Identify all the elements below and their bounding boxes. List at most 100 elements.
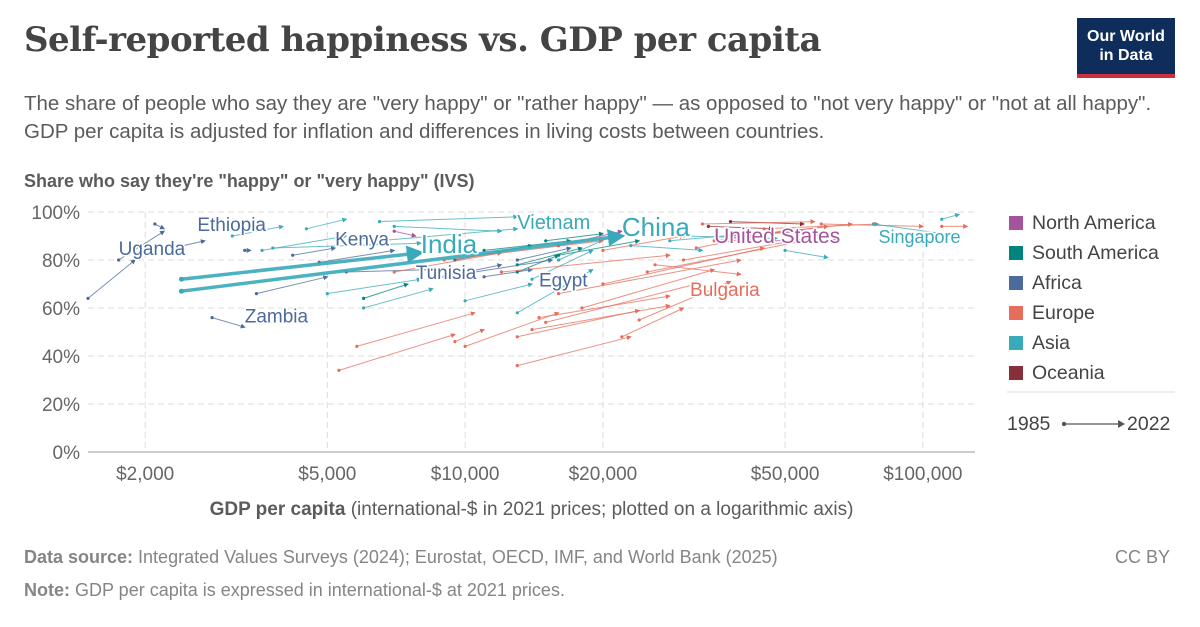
legend-swatch[interactable] [1009, 216, 1023, 230]
country-arrow[interactable] [558, 258, 742, 295]
legend-label[interactable]: South America [1032, 242, 1159, 264]
x-tick-label: $10,000 [431, 464, 500, 485]
country-arrow[interactable] [256, 275, 329, 295]
country-arrow[interactable] [784, 249, 829, 260]
country-label[interactable]: India [419, 227, 479, 260]
country-arrow[interactable] [517, 246, 583, 266]
country-arrow[interactable] [638, 280, 732, 321]
country-arrow[interactable] [655, 264, 742, 277]
country-arrow[interactable] [683, 235, 778, 241]
legend-label[interactable]: Europe [1032, 302, 1095, 324]
legend-label[interactable]: Asia [1032, 332, 1070, 354]
country-arrow[interactable] [621, 307, 685, 338]
country-arrow[interactable] [538, 294, 671, 319]
country-arrow[interactable] [346, 267, 434, 273]
country-arrow[interactable] [464, 311, 560, 347]
legend-label[interactable]: Africa [1032, 272, 1082, 294]
legend-label[interactable]: Oceania [1032, 362, 1105, 384]
time-legend-start: 1985 [1007, 413, 1051, 435]
country-arrow[interactable] [379, 214, 519, 223]
country-arrow[interactable] [394, 251, 503, 273]
country-label[interactable]: Vietnam [516, 210, 592, 235]
legend-swatch[interactable] [1009, 276, 1023, 290]
owid-logo[interactable]: Our World in Data [1077, 18, 1175, 78]
country-arrow[interactable] [232, 224, 284, 237]
country-arrow[interactable] [531, 303, 671, 331]
y-tick-label: 40% [42, 347, 80, 368]
data-source-text[interactable]: Integrated Values Surveys (2024); Eurost… [133, 547, 778, 567]
country-arrow[interactable] [558, 239, 641, 256]
highlighted-country-arrow[interactable] [181, 245, 425, 281]
country-arrow[interactable] [474, 258, 554, 273]
country-label[interactable]: Kenya [334, 228, 391, 252]
country-arrow[interactable] [444, 238, 604, 261]
country-arrow[interactable] [379, 226, 519, 242]
country-label[interactable]: Tunisia [414, 262, 478, 286]
country-arrow[interactable] [669, 231, 752, 242]
country-arrow[interactable] [362, 234, 371, 240]
country-label[interactable]: Zambia [243, 305, 310, 329]
country-arrow[interactable] [118, 230, 165, 261]
country-arrow[interactable] [484, 238, 572, 251]
country-arrow[interactable] [941, 213, 961, 220]
country-arrow[interactable] [338, 333, 456, 371]
country-arrow[interactable] [702, 219, 816, 225]
country-label[interactable]: China [620, 211, 691, 244]
country-arrow[interactable] [172, 239, 206, 249]
country-arrow[interactable] [873, 223, 961, 238]
x-axis-label-rest: (international-$ in 2021 prices; plotted… [345, 499, 853, 520]
country-arrow[interactable] [683, 234, 823, 261]
country-label[interactable]: Bulgaria [689, 279, 762, 303]
country-label[interactable]: Ethiopia [196, 214, 268, 238]
country-arrow[interactable] [363, 287, 434, 309]
y-tick-label: 20% [42, 395, 80, 416]
note-label: Note: [24, 580, 70, 600]
legend-swatch[interactable] [1009, 306, 1023, 320]
country-arrow[interactable] [517, 246, 572, 261]
x-tick-label: $5,000 [298, 464, 356, 485]
country-arrow[interactable] [483, 267, 533, 278]
country-arrow[interactable] [356, 311, 476, 347]
country-label[interactable]: Egypt [537, 269, 589, 293]
country-arrow[interactable] [319, 248, 396, 263]
country-arrow[interactable] [363, 282, 409, 299]
country-arrow[interactable] [394, 225, 503, 234]
legend-swatch[interactable] [1009, 366, 1023, 380]
country-arrow[interactable] [821, 223, 924, 229]
legend-swatch[interactable] [1009, 246, 1023, 260]
country-arrow[interactable] [394, 230, 417, 238]
country-arrow[interactable] [602, 234, 685, 251]
country-arrow[interactable] [154, 223, 166, 230]
legend-label[interactable]: North America [1032, 212, 1156, 234]
country-arrow[interactable] [581, 268, 716, 309]
country-arrow[interactable] [454, 328, 485, 343]
license[interactable]: CC BY [1114, 547, 1170, 567]
country-arrow[interactable] [501, 253, 671, 273]
legend-swatch[interactable] [1009, 336, 1023, 350]
country-arrow[interactable] [517, 269, 594, 314]
country-arrow[interactable] [211, 317, 246, 329]
country-arrow[interactable] [545, 282, 698, 323]
x-tick-label: $50,000 [751, 464, 820, 485]
country-arrow[interactable] [531, 249, 594, 280]
country-label[interactable]: Singapore [877, 226, 962, 249]
country-arrow[interactable] [444, 263, 503, 278]
country-label[interactable]: Uganda [117, 238, 187, 262]
country-arrow[interactable] [545, 231, 604, 242]
highlighted-country-arrow[interactable] [181, 229, 626, 293]
logo-line-1: Our World [1087, 28, 1165, 45]
country-arrow[interactable] [517, 335, 632, 367]
country-arrow[interactable] [306, 217, 348, 230]
country-arrow[interactable] [87, 259, 136, 299]
country-arrow[interactable] [696, 227, 794, 249]
country-arrow[interactable] [708, 225, 774, 232]
country-arrow[interactable] [292, 246, 337, 256]
country-arrow[interactable] [327, 277, 422, 295]
country-arrow[interactable] [272, 240, 422, 249]
country-arrow[interactable] [465, 282, 533, 302]
y-axis-label: Share who say they're "happy" or "very h… [24, 171, 475, 191]
country-arrow[interactable] [517, 254, 560, 273]
country-arrow[interactable] [630, 245, 704, 253]
scatter-chart: Share who say they're "happy" or "very h… [24, 171, 1175, 520]
country-label[interactable]: United States [713, 224, 842, 250]
